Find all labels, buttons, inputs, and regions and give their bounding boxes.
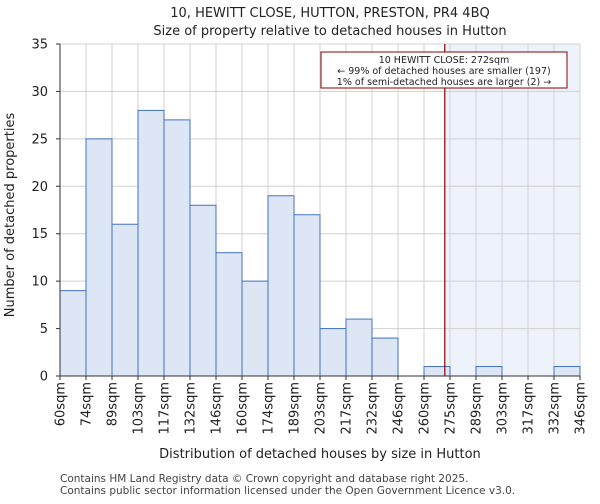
- bar-289sqm: [475, 366, 503, 377]
- x-tick-label: 346sqm: [574, 382, 589, 435]
- x-ticks: 60sqm 74sqm 89sqm 103sqm 117sqm 132sqm 146sqm 1…: [54, 376, 589, 435]
- bar-146sqm: [215, 252, 243, 377]
- x-tick-label: 275sqm: [444, 382, 459, 435]
- annotation-box: [320, 51, 568, 89]
- bar-160sqm: [241, 280, 269, 377]
- bar-217sqm: [345, 318, 373, 377]
- x-tick-label: 303sqm: [496, 382, 511, 435]
- bar-260sqm: [423, 366, 451, 377]
- x-tick-label: 160sqm: [236, 382, 251, 435]
- bar-117sqm: [163, 119, 191, 377]
- x-tick-label: 217sqm: [340, 382, 355, 435]
- bar-189sqm: [293, 214, 321, 377]
- x-tick-label: 103sqm: [132, 382, 147, 435]
- x-tick-label: 260sqm: [418, 382, 433, 435]
- marker-group: 10 HEWITT CLOSE: 272sqm← 99% of detached…: [320, 44, 568, 376]
- chart-title: 10, HEWITT CLOSE, HUTTON, PRESTON, PR4 4…: [170, 6, 489, 21]
- y-tick-label: 15: [31, 227, 48, 242]
- x-tick-label: 60sqm: [54, 382, 69, 426]
- bar-203sqm: [319, 328, 347, 377]
- x-tick-label: 74sqm: [80, 382, 95, 426]
- y-ticks: 0 5 10 15 20 25 30 35: [31, 38, 60, 385]
- footer-licence: Contains public sector information licen…: [60, 485, 515, 497]
- x-tick-label: 117sqm: [158, 382, 173, 435]
- y-tick-label: 20: [31, 180, 48, 195]
- x-tick-label: 132sqm: [184, 382, 199, 435]
- chart-subtitle: Size of property relative to detached ho…: [153, 24, 506, 39]
- x-tick-label: 146sqm: [210, 382, 225, 435]
- bar-174sqm: [267, 195, 295, 377]
- bar-74sqm: [85, 138, 113, 377]
- bar-60sqm: [59, 290, 87, 377]
- x-tick-label: 174sqm: [262, 382, 277, 435]
- annotation-title: 10 HEWITT CLOSE: 272sqm: [379, 55, 510, 66]
- bar-332sqm: [553, 366, 581, 377]
- bar-103sqm: [137, 109, 165, 377]
- x-tick-label: 246sqm: [392, 382, 407, 435]
- x-tick-label: 289sqm: [470, 382, 485, 435]
- y-tick-label: 0: [40, 370, 48, 385]
- y-tick-label: 25: [31, 132, 48, 147]
- y-tick-label: 30: [31, 85, 48, 100]
- y-tick-label: 10: [31, 275, 48, 290]
- x-axis-label: Distribution of detached houses by size …: [159, 447, 481, 462]
- highlight-region: [444, 44, 580, 376]
- bar-132sqm: [189, 204, 217, 377]
- y-tick-label: 5: [40, 322, 48, 337]
- x-tick-label: 332sqm: [548, 382, 563, 435]
- bar-232sqm: [371, 337, 399, 377]
- bar-89sqm: [111, 223, 139, 377]
- x-tick-label: 189sqm: [288, 382, 303, 435]
- x-tick-label: 203sqm: [314, 382, 329, 435]
- footer-copyright: Contains HM Land Registry data © Crown c…: [60, 473, 468, 485]
- bars: [59, 109, 581, 377]
- x-tick-label: 232sqm: [366, 382, 381, 435]
- y-tick-label: 35: [31, 38, 48, 53]
- y-axis-label: Number of detached properties: [3, 113, 18, 318]
- annotation-larger: 1% of semi-detached houses are larger (2…: [337, 77, 551, 88]
- x-tick-label: 317sqm: [522, 382, 537, 435]
- x-tick-label: 89sqm: [106, 382, 121, 426]
- annotation-smaller: ← 99% of detached houses are smaller (19…: [337, 66, 550, 77]
